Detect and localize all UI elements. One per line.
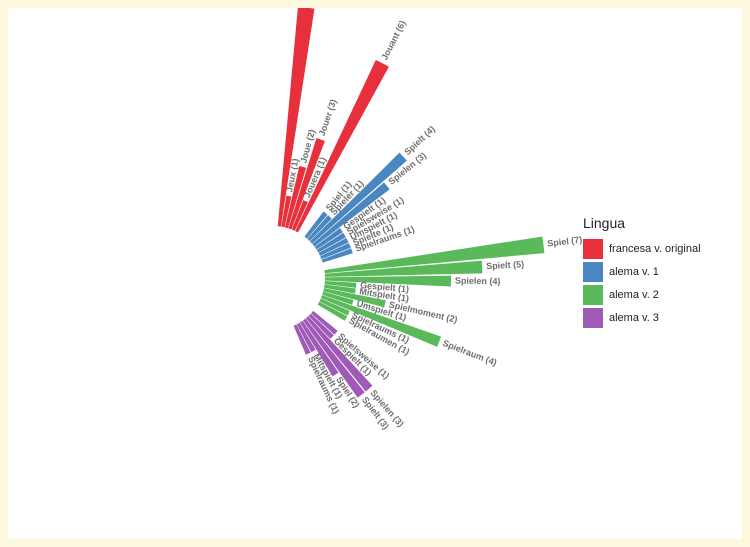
bar	[316, 232, 346, 253]
legend-title: Lingua	[583, 215, 626, 231]
legend-item-alema-2: alema v. 2	[583, 284, 701, 306]
legend-item-francesa: francesa v. original	[583, 238, 701, 260]
legend-swatch	[583, 262, 603, 282]
bar-label: Jouer (3)	[317, 98, 339, 137]
bar	[324, 280, 357, 288]
bar	[305, 316, 373, 392]
bar	[323, 288, 386, 308]
bar	[296, 322, 316, 353]
bar-label: Jouant (6)	[379, 19, 407, 62]
bar	[308, 313, 334, 339]
bar	[277, 8, 315, 227]
legend-swatch	[583, 285, 603, 305]
bar	[318, 237, 349, 256]
legend-label: francesa v. original	[609, 243, 701, 255]
bar	[324, 236, 545, 274]
bar	[291, 200, 308, 231]
bar	[293, 324, 311, 355]
legend-label: alema v. 2	[609, 289, 659, 301]
bar	[320, 243, 351, 260]
legend-label: alema v. 3	[609, 312, 659, 324]
bar	[320, 295, 442, 347]
bar	[311, 310, 338, 335]
bar	[303, 318, 365, 398]
bar	[319, 298, 350, 316]
circular-bar-chart: Jeu (7)Jeux (1)Joue (2)Jouer (3)Jouera (…	[277, 8, 583, 431]
bar	[309, 152, 407, 244]
bar	[324, 275, 451, 287]
legend-item-alema-3: alema v. 3	[583, 307, 701, 329]
bar	[322, 291, 354, 305]
bar	[288, 138, 325, 230]
bar-label: Spielen (4)	[455, 276, 501, 287]
bar	[307, 215, 332, 242]
bar	[281, 195, 292, 228]
bar-label: Spielraum (4)	[441, 338, 498, 368]
bar-label: Spiel (7)	[547, 234, 583, 248]
bar	[321, 248, 353, 263]
bar-label: Gespielt (1)	[360, 280, 410, 294]
bar	[304, 211, 328, 239]
legend-swatch	[583, 308, 603, 328]
bar	[324, 260, 483, 277]
bar	[324, 284, 356, 294]
legend: Lingua francesa v. original alema v. 1 a…	[583, 215, 701, 330]
legend-swatch	[583, 239, 603, 259]
bar	[295, 60, 389, 233]
bar	[312, 182, 390, 247]
bar	[317, 301, 348, 321]
plot-panel: Jeu (7)Jeux (1)Joue (2)Jouer (3)Jouera (…	[8, 8, 742, 539]
bar	[314, 228, 343, 250]
bar-label: Spielt (5)	[486, 259, 524, 271]
bar	[299, 320, 339, 377]
legend-item-alema-1: alema v. 1	[583, 261, 701, 283]
bar	[284, 166, 307, 229]
legend-label: alema v. 1	[609, 266, 659, 278]
